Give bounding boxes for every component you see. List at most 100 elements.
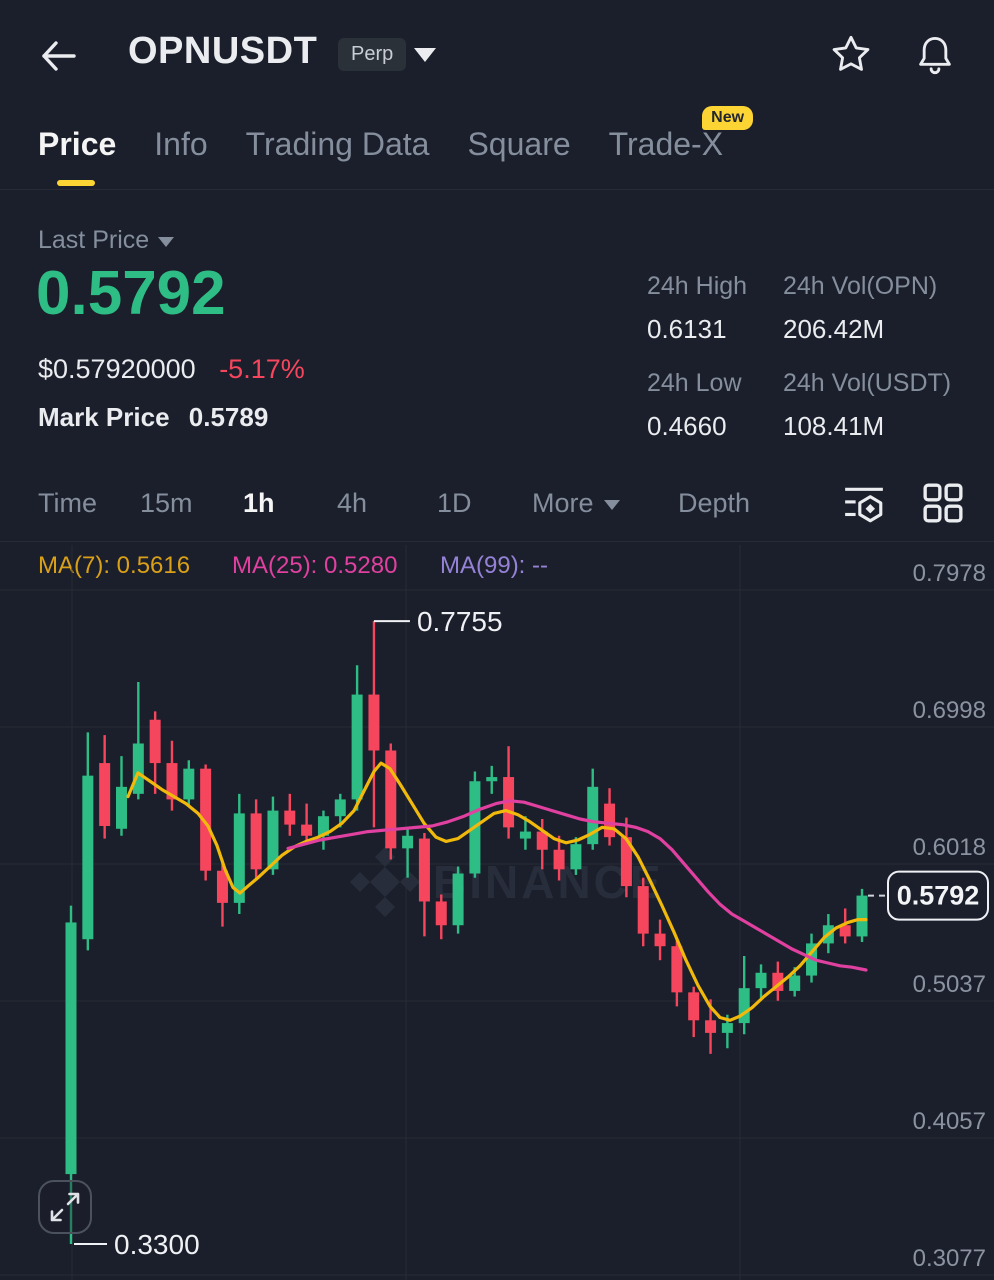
candlestick <box>772 961 784 1001</box>
last-price-tag-box <box>887 870 989 921</box>
fiat-price: $0.57920000 <box>38 354 196 384</box>
tab-square[interactable]: Square <box>467 126 571 162</box>
candlestick <box>620 817 632 898</box>
candlestick <box>839 908 851 944</box>
indicator-settings-icon <box>845 487 883 523</box>
tab-price[interactable]: Price <box>38 126 117 162</box>
mark-price-value: 0.5789 <box>188 402 269 432</box>
candle-body <box>654 933 666 947</box>
alerts-button[interactable] <box>914 34 956 81</box>
candlestick <box>587 768 599 850</box>
candlestick <box>452 866 464 934</box>
candle-body <box>216 870 228 903</box>
candle-body <box>688 992 700 1021</box>
candles <box>65 621 868 1244</box>
candlestick <box>637 877 649 947</box>
depth-tab[interactable]: Depth <box>678 488 751 518</box>
candlestick <box>553 835 565 881</box>
candlestick <box>115 756 127 836</box>
interval-4h[interactable]: 4h <box>337 488 368 518</box>
tab-info[interactable]: Info <box>154 126 208 162</box>
candle-body <box>856 895 868 937</box>
candle-body <box>368 694 380 751</box>
candle-body <box>99 763 111 826</box>
candlestick <box>149 711 161 794</box>
ma7-label: MA(7): <box>38 552 110 579</box>
high-annotation-label: 0.7755 <box>417 606 503 637</box>
more-dropdown[interactable]: More <box>532 488 620 519</box>
candle-body <box>250 813 262 870</box>
candle-body <box>705 1020 717 1033</box>
back-button[interactable] <box>34 32 82 80</box>
candlestick <box>99 735 111 839</box>
price-axis-label: 0.4057 <box>913 1108 986 1135</box>
pair-selector-caret-icon[interactable] <box>414 48 436 62</box>
tab-trading-data[interactable]: Trading Data <box>245 126 430 162</box>
page-title: OPNUSDT <box>128 30 318 72</box>
binance-watermark: BINANCE <box>350 847 661 917</box>
candle-body <box>132 743 144 794</box>
price-axis-label: 0.7978 <box>913 560 986 587</box>
candle-body <box>149 719 161 764</box>
ma7-value: 0.5616 <box>116 552 191 579</box>
candle-body <box>233 813 245 903</box>
candlestick <box>856 888 868 943</box>
candle-body <box>604 803 616 838</box>
candle-body <box>452 873 464 926</box>
stat-value: 0.6131 <box>647 314 727 344</box>
price-change-percent: -5.17% <box>219 354 305 384</box>
interval-15m[interactable]: 15m <box>140 488 193 518</box>
indicator-settings-button[interactable] <box>842 482 886 531</box>
nav-tabs: Price Info Trading Data Square Trade-X N… <box>38 106 754 163</box>
candle-body <box>200 768 212 871</box>
interval-toolbar: Time 15m 1h 4h 1D More Depth <box>38 488 818 524</box>
candle-body <box>553 849 565 870</box>
candlestick <box>486 765 498 794</box>
candle-body <box>115 786 127 829</box>
candle-body <box>435 901 447 926</box>
stat-value: 206.42M <box>783 314 885 344</box>
last-price-value: 0.5792 <box>36 259 226 328</box>
candle-body <box>536 831 548 850</box>
expand-arrows-icon <box>50 1192 80 1222</box>
candle-body <box>637 886 649 934</box>
candlestick <box>418 832 430 937</box>
candlestick <box>402 827 414 878</box>
candle-body <box>570 844 582 870</box>
candlestick <box>317 810 329 850</box>
last-price-tag-value: 0.5792 <box>897 881 980 911</box>
mark-price-label: Mark Price <box>38 402 170 432</box>
stat-24h-vol-opn: 24h Vol(OPN) 206.42M <box>783 272 938 345</box>
tab-trade-x-label: Trade-X <box>608 126 724 162</box>
candlestick <box>166 740 178 811</box>
market-type-badge: Perp <box>338 38 407 71</box>
candle-body <box>82 775 94 940</box>
interval-1d[interactable]: 1D <box>437 488 472 518</box>
candle-body <box>166 763 178 800</box>
last-price-selector[interactable]: Last Price <box>38 226 175 255</box>
grid-layout-icon <box>923 483 963 523</box>
low-annotation-label: 0.3300 <box>114 1229 200 1260</box>
ma99-label: MA(99): <box>440 552 526 579</box>
chart-layout-button[interactable] <box>922 482 964 531</box>
stat-label: 24h Vol(OPN) <box>783 272 938 300</box>
favorite-button[interactable] <box>830 34 872 81</box>
tab-trade-x[interactable]: Trade-X New <box>608 106 754 163</box>
ma25-value: 0.5280 <box>324 552 398 579</box>
interval-1h[interactable]: 1h <box>243 488 275 518</box>
candlestick <box>536 818 548 870</box>
candlestick-chart[interactable]: BINANCE 0.7978 0.6998 0.6018 0.5037 0.4057 0.3… <box>0 545 994 1280</box>
candle-body <box>402 835 414 849</box>
candlestick <box>755 964 767 998</box>
candlestick <box>216 862 228 927</box>
price-axis-label: 0.3077 <box>913 1245 986 1272</box>
candlestick <box>301 803 313 845</box>
candlestick <box>183 760 195 806</box>
chevron-down-icon <box>158 237 175 247</box>
interval-time[interactable]: Time <box>38 488 97 518</box>
candlestick <box>688 986 700 1038</box>
candle-body <box>587 786 599 845</box>
candlestick <box>82 732 94 951</box>
candle-body <box>671 946 683 993</box>
fullscreen-chart-button[interactable] <box>38 1180 92 1234</box>
